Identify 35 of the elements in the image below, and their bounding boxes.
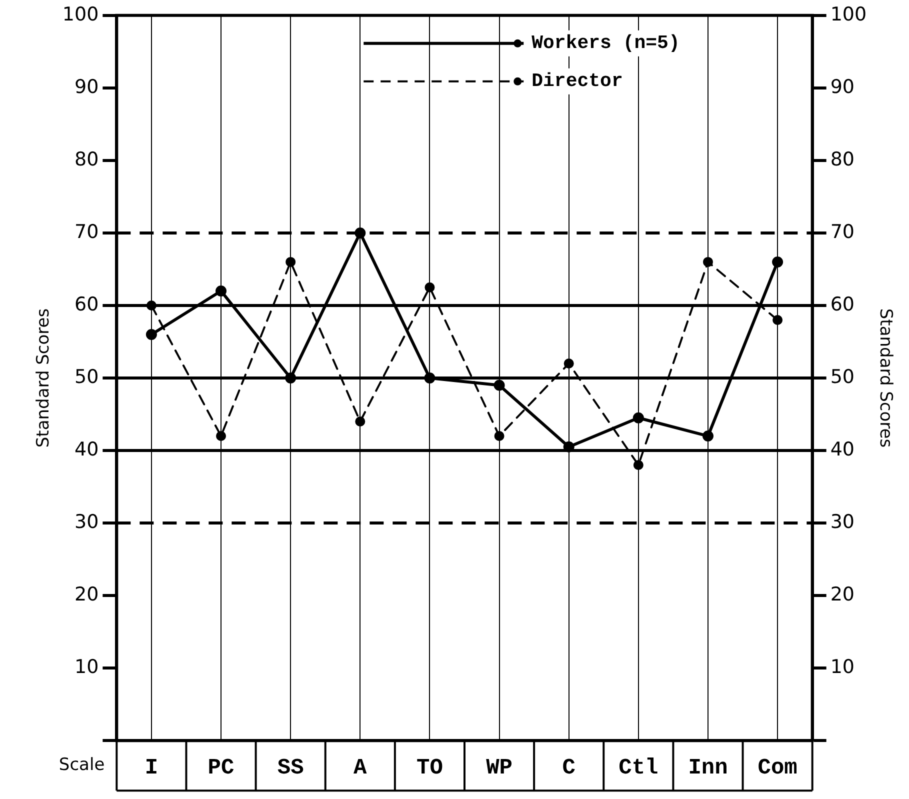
x-tick-label: Com [758,755,798,780]
x-tick-label: Ctl [618,755,658,780]
y2-tick-label: 100 [830,3,867,26]
y2-tick-label: 10 [830,656,855,678]
x-tick-label: TO [416,755,443,780]
y-tick-label: 90 [74,76,99,98]
y2-tick-label: 20 [830,583,855,606]
x-axis-title: Scale [58,755,105,776]
y2-tick-label: 70 [830,220,855,243]
y-tick-label: 10 [74,656,99,678]
y-tick-label: 50 [74,366,99,388]
y-tick-label: 40 [74,438,99,460]
y2-tick-label: 60 [830,293,855,316]
x-tick-label: PC [208,755,234,780]
y2-tick-label: 50 [830,366,855,388]
x-tick-label: A [354,755,368,780]
x-tick-label: Inn [688,755,728,780]
legend-label: Workers (n=5) [532,32,680,54]
y-tick-label: 100 [62,3,99,26]
y-tick-label: 20 [74,583,99,606]
legend-label: Director [532,70,623,92]
y-axis-title: Standard Scores [34,308,54,448]
x-tick-label: WP [486,755,512,780]
y-tick-label: 60 [74,293,99,316]
x-tick-label: C [562,755,576,780]
y2-axis-title: Standard Scores [875,308,896,448]
y2-tick-label: 40 [830,438,855,460]
y-tick-label: 70 [74,220,99,243]
y2-tick-label: 30 [830,510,855,533]
x-tick-label: SS [277,755,304,780]
y-tick-label: 80 [74,148,99,170]
x-tick-label: I [144,755,158,780]
y-tick-label: 30 [74,510,99,533]
y2-tick-label: 90 [830,76,855,98]
y2-tick-label: 80 [830,148,855,170]
